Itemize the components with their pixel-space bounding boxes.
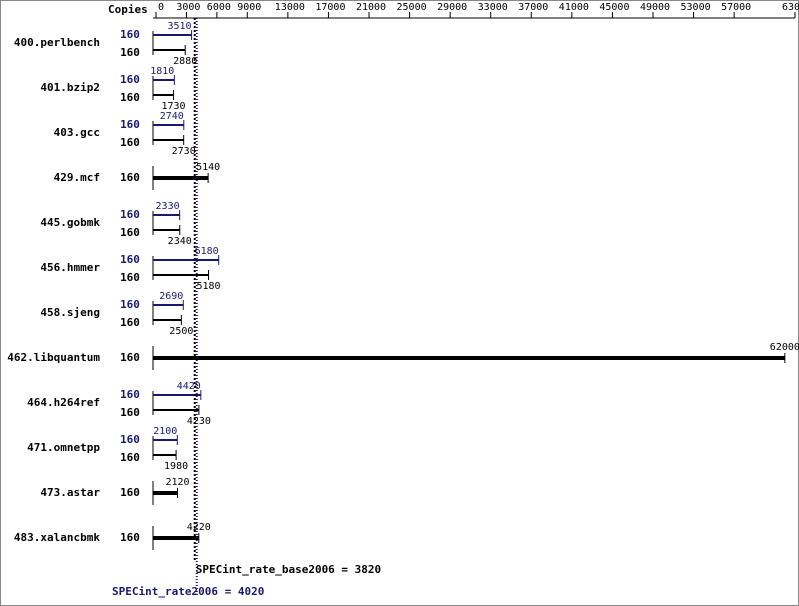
- value-label: 6180: [195, 246, 219, 257]
- value-label: 1730: [162, 101, 186, 112]
- x-tick-label: 57000: [721, 2, 751, 13]
- copies-label: 160: [120, 253, 140, 266]
- copies-label: 160: [120, 91, 140, 104]
- reference-label: SPECint_rate2006 = 4020: [112, 585, 264, 598]
- value-label: 5140: [196, 162, 220, 173]
- copies-label: 160: [120, 136, 140, 149]
- benchmark-label: 462.libquantum: [7, 351, 100, 364]
- value-label: 2120: [165, 477, 189, 488]
- copies-label: 160: [120, 171, 140, 184]
- copies-label: 160: [120, 271, 140, 284]
- copies-label: 160: [120, 451, 140, 464]
- x-tick-label: 17000: [315, 2, 345, 13]
- value-label: 2340: [168, 236, 192, 247]
- value-label: 2730: [172, 146, 196, 157]
- copies-label: 160: [120, 46, 140, 59]
- benchmark-label: 471.omnetpp: [27, 441, 100, 454]
- copies-label: 160: [120, 298, 140, 311]
- value-label: 4220: [187, 522, 211, 533]
- x-tick-label: 33000: [478, 2, 508, 13]
- copies-label: 160: [120, 433, 140, 446]
- value-label: 3510: [168, 21, 192, 32]
- benchmark-label: 483.xalancbmk: [14, 531, 100, 544]
- x-tick-label: 37000: [518, 2, 548, 13]
- copies-label: 160: [120, 226, 140, 239]
- copies-label: 160: [120, 388, 140, 401]
- benchmark-label: 473.astar: [40, 486, 100, 499]
- x-tick-label: 0: [158, 2, 164, 13]
- value-label: 2740: [160, 111, 184, 122]
- x-tick-label: 45000: [599, 2, 629, 13]
- x-tick-label: 13000: [275, 2, 305, 13]
- value-label: 4230: [187, 416, 211, 427]
- value-label: 1980: [164, 461, 188, 472]
- copies-label: 160: [120, 118, 140, 131]
- value-label: 1810: [150, 66, 174, 77]
- value-label: 62000: [770, 342, 799, 353]
- copies-label: 160: [120, 406, 140, 419]
- benchmark-label: 464.h264ref: [27, 396, 100, 409]
- value-label: 2500: [169, 326, 193, 337]
- x-tick-label: 3000: [176, 2, 200, 13]
- reference-label: SPECint_rate_base2006 = 3820: [196, 563, 381, 576]
- benchmark-label: 429.mcf: [54, 171, 100, 184]
- x-tick-label: 53000: [681, 2, 711, 13]
- x-tick-label: 21000: [356, 2, 386, 13]
- benchmark-label: 403.gcc: [54, 126, 100, 139]
- copies-label: 160: [120, 316, 140, 329]
- value-label: 2330: [156, 201, 180, 212]
- benchmark-label: 400.perlbench: [14, 36, 100, 49]
- benchmark-label: 458.sjeng: [40, 306, 100, 319]
- copies-label: 160: [120, 28, 140, 41]
- copies-label: 160: [120, 208, 140, 221]
- value-label: 5180: [196, 281, 220, 292]
- copies-label: 160: [120, 351, 140, 364]
- benchmark-label: 456.hmmer: [40, 261, 100, 274]
- copies-label: 160: [120, 486, 140, 499]
- x-tick-label: 49000: [640, 2, 670, 13]
- value-label: 2100: [153, 426, 177, 437]
- value-label: 2880: [173, 56, 197, 67]
- value-label: 4420: [177, 381, 201, 392]
- copies-header: Copies: [108, 3, 148, 16]
- benchmark-label: 401.bzip2: [40, 81, 100, 94]
- x-tick-label: 9000: [237, 2, 261, 13]
- x-tick-label: 41000: [559, 2, 589, 13]
- copies-label: 160: [120, 73, 140, 86]
- benchmark-label: 445.gobmk: [40, 216, 100, 229]
- x-tick-label: 6000: [207, 2, 231, 13]
- x-tick-label: 29000: [437, 2, 467, 13]
- x-tick-label: 63000: [782, 2, 799, 13]
- copies-label: 160: [120, 531, 140, 544]
- x-tick-label: 25000: [397, 2, 427, 13]
- value-label: 2690: [159, 291, 183, 302]
